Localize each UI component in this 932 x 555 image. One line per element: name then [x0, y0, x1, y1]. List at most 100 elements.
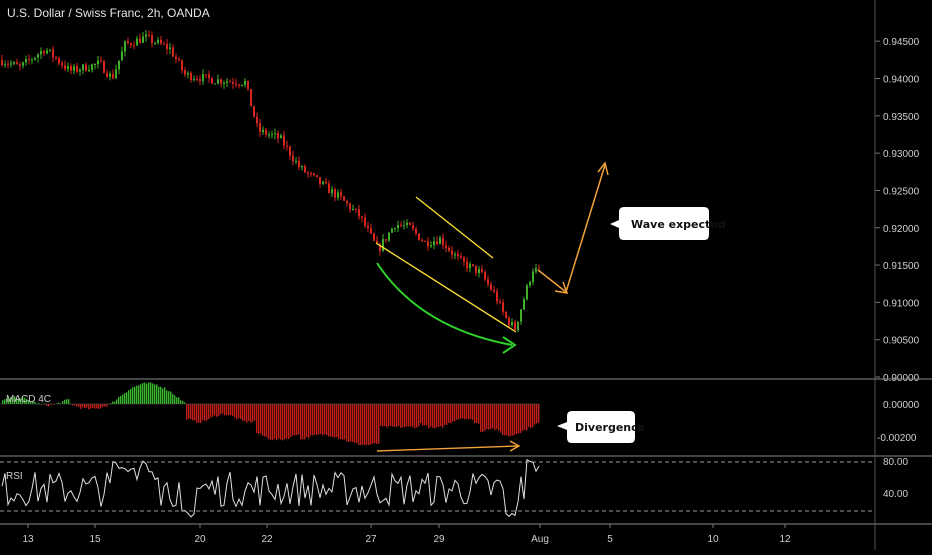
macd-bar: [258, 404, 260, 434]
candle-body: [52, 49, 54, 58]
macd-bar: [428, 404, 430, 429]
candle-body: [304, 166, 306, 173]
macd-bar: [268, 404, 270, 440]
candle-body: [364, 217, 366, 226]
candle-body: [337, 192, 339, 198]
candle-body: [406, 222, 408, 226]
macd-bar: [12, 398, 14, 404]
candle-body: [328, 183, 330, 194]
candle-body: [148, 34, 150, 36]
candle-body: [250, 89, 252, 107]
macd-bar: [266, 404, 268, 438]
divergence-callout: [557, 411, 635, 443]
candle-body: [478, 269, 480, 274]
macd-bar: [252, 404, 254, 422]
macd-bar: [376, 404, 378, 444]
candle-body: [268, 134, 270, 136]
candle-body: [325, 181, 327, 184]
macd-bar: [138, 385, 140, 404]
macd-bar: [192, 404, 194, 421]
candle-body: [514, 321, 516, 330]
macd-bar: [346, 404, 348, 442]
macd-bar: [230, 404, 232, 416]
candle-body: [64, 65, 66, 69]
macd-bar: [348, 404, 350, 442]
macd-bar: [8, 398, 10, 404]
macd-bar: [470, 404, 472, 420]
macd-bar: [440, 404, 442, 427]
macd-bar: [68, 399, 70, 404]
candle-body: [310, 173, 312, 175]
macd-bar: [112, 401, 114, 404]
macd-bar: [502, 404, 504, 435]
candle-body: [208, 74, 210, 79]
macd-bar: [272, 404, 274, 441]
macd-bar: [190, 404, 192, 420]
x-tick-label: 12: [779, 534, 791, 545]
x-tick-label: 22: [261, 534, 273, 545]
macd-bar: [486, 404, 488, 430]
candle-body: [376, 240, 378, 245]
macd-bar: [330, 404, 332, 437]
x-tick-label: 27: [365, 534, 377, 545]
candle-body: [94, 63, 96, 65]
x-tick-label: 5: [607, 534, 613, 545]
macd-bar: [294, 404, 296, 436]
macd-bar: [82, 404, 84, 408]
macd-bar: [400, 404, 402, 428]
candle-body: [166, 43, 168, 49]
arc-arrowhead: [502, 336, 517, 354]
candle-body: [445, 245, 447, 248]
macd-bar: [154, 384, 156, 404]
wave-arrow-2: [597, 161, 609, 176]
candle-body: [16, 62, 18, 65]
macd-bar: [354, 404, 356, 443]
macd-bar: [126, 392, 128, 404]
macd-bar: [140, 384, 142, 404]
macd-bar: [424, 404, 426, 426]
macd-bar: [480, 404, 482, 432]
macd-bar: [78, 404, 80, 408]
macd-bar: [506, 404, 508, 436]
candle-body: [190, 72, 192, 81]
macd-bar: [504, 404, 506, 436]
candle-body: [217, 79, 219, 84]
macd-bar: [458, 404, 460, 420]
macd-bar: [136, 385, 138, 404]
macd-bar: [248, 404, 250, 421]
macd-bar: [16, 398, 18, 404]
candle-body: [346, 200, 348, 204]
candle-body: [397, 225, 399, 229]
macd-bar: [38, 402, 40, 404]
candle-body: [451, 250, 453, 255]
candle-body: [334, 189, 336, 198]
macd-bar: [402, 404, 404, 428]
candle-body: [88, 70, 90, 72]
macd-bar: [246, 404, 248, 423]
macd-bar: [30, 401, 32, 404]
macd-bar: [532, 404, 534, 428]
macd-bar: [144, 382, 146, 404]
macd-bar: [34, 401, 36, 404]
x-tick-label: Aug: [531, 534, 549, 545]
macd-bar: [240, 404, 242, 419]
candle-body: [433, 241, 435, 246]
macd-bar: [142, 383, 144, 404]
macd-bar: [500, 404, 502, 433]
macd-bar: [194, 404, 196, 421]
macd-bar: [484, 404, 486, 431]
candle-body: [370, 228, 372, 234]
candle-body: [172, 47, 174, 57]
candle-body: [133, 45, 135, 47]
macd-bar: [210, 404, 212, 418]
macd-bar: [26, 398, 28, 404]
macd-bar: [110, 403, 112, 404]
candle-body: [385, 239, 387, 241]
macd-bar: [298, 404, 300, 435]
candle-body: [214, 83, 216, 85]
candle-body: [538, 268, 540, 270]
macd-bar: [472, 404, 474, 420]
macd-bar: [182, 401, 184, 404]
